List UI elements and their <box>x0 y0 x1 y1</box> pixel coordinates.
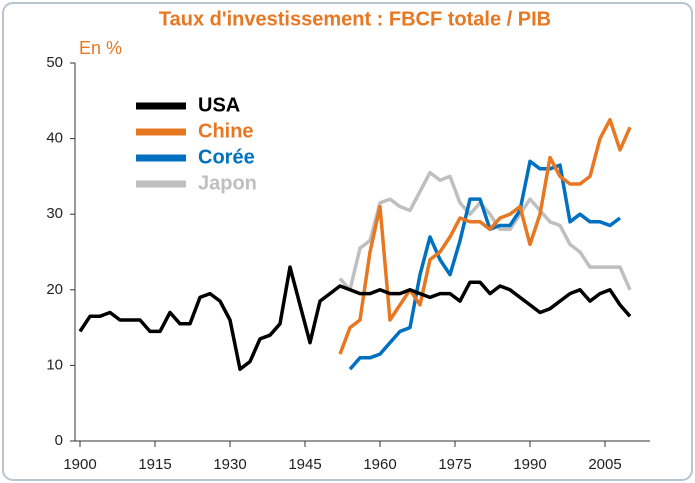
y-tick-label: 20 <box>46 281 63 298</box>
x-tick-label: 1930 <box>213 456 246 473</box>
x-tick-label: 1915 <box>138 456 171 473</box>
legend-label: USA <box>198 94 240 116</box>
chart-title: Taux d'investissement : FBCF totale / PI… <box>159 8 551 30</box>
x-tick-label: 1960 <box>363 456 396 473</box>
y-tick-label: 30 <box>46 205 63 222</box>
series-line <box>348 159 622 371</box>
series-line <box>338 170 632 292</box>
x-tick-label: 2005 <box>588 456 621 473</box>
x-tick-label: 1975 <box>438 456 471 473</box>
x-tick-label: 1945 <box>288 456 321 473</box>
y-tick-label: 40 <box>46 130 63 147</box>
y-tick-label: 10 <box>46 356 63 373</box>
x-tick-label: 1990 <box>513 456 546 473</box>
y-tick-label: 50 <box>46 54 63 71</box>
y-axis-label: En % <box>79 38 122 58</box>
series-line <box>338 117 632 355</box>
legend-label: Chine <box>198 120 254 142</box>
legend-label: Corée <box>198 146 255 168</box>
legend-label: Japon <box>198 172 257 194</box>
series-line <box>78 265 632 371</box>
y-tick-label: 0 <box>55 432 63 449</box>
x-tick-label: 1900 <box>63 456 96 473</box>
